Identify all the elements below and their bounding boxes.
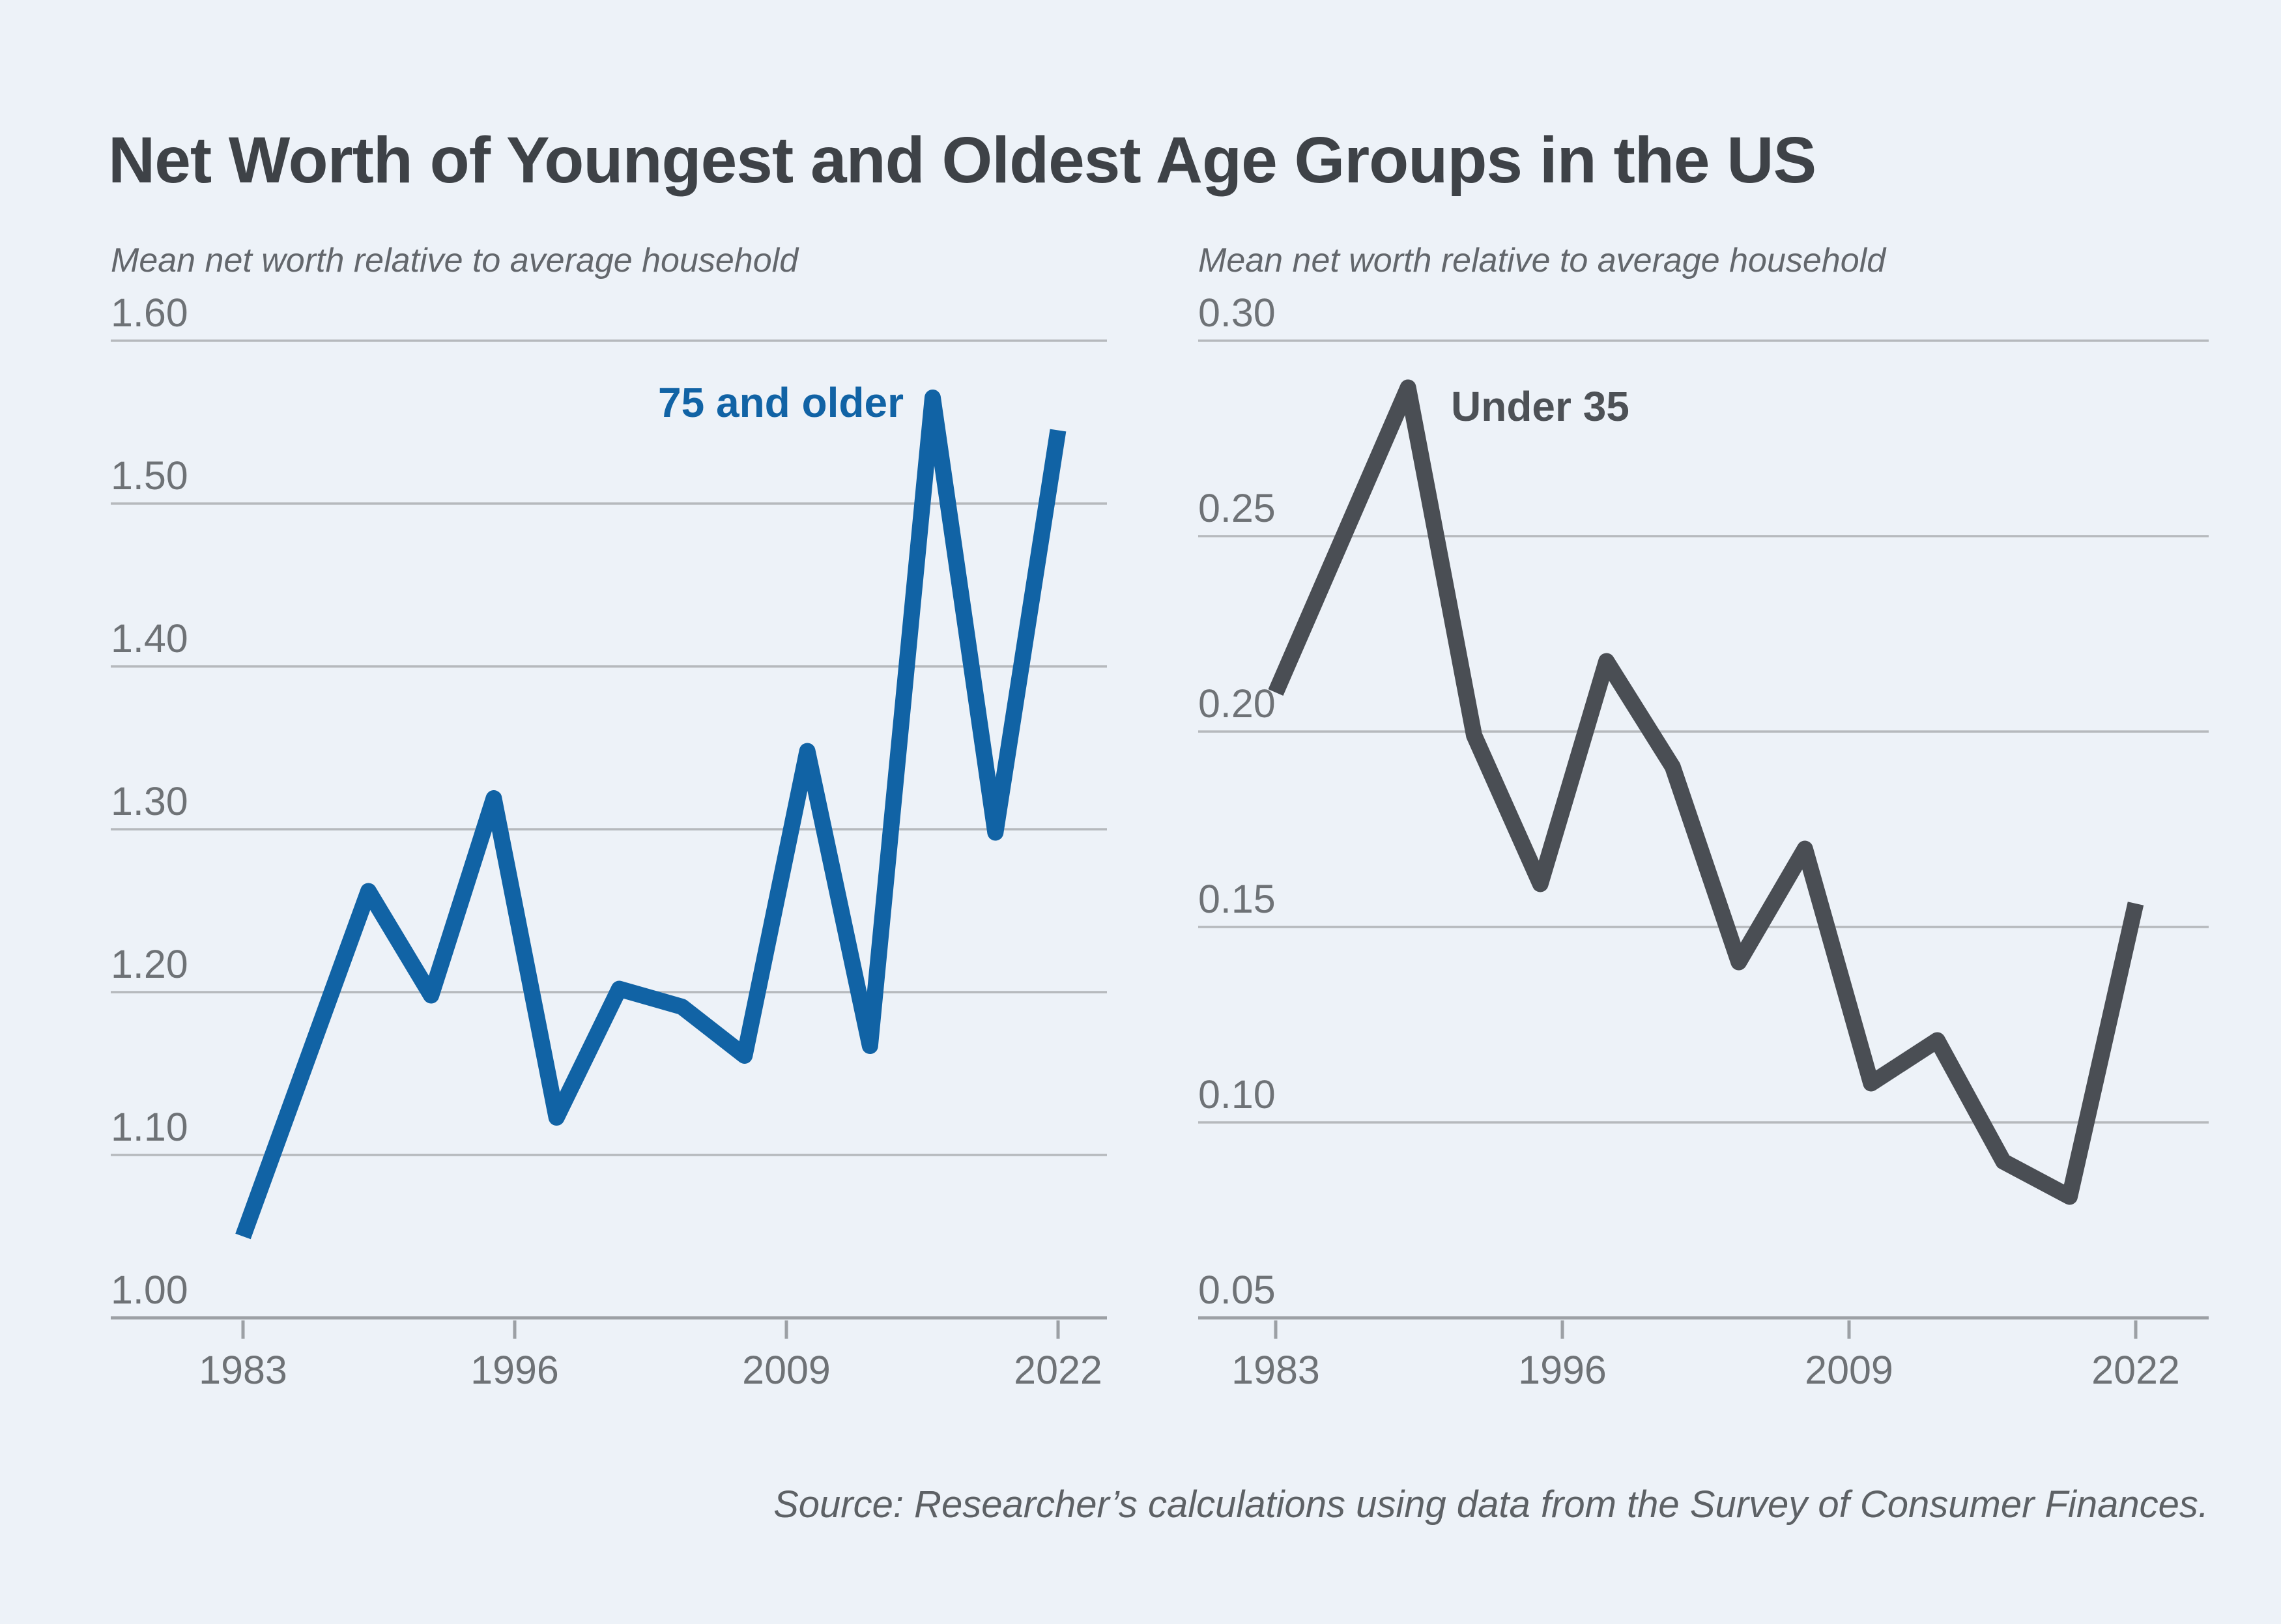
y-tick-label: 0.15 (1198, 877, 1276, 921)
x-tick-label: 2009 (1805, 1348, 1893, 1392)
x-tick-label: 2022 (2091, 1348, 2180, 1392)
series-line-under35 (1268, 379, 2144, 1205)
x-tick-label: 1983 (199, 1348, 287, 1392)
series-label-under35: Under 35 (1451, 383, 1629, 430)
y-tick-label: 0.30 (1198, 291, 1276, 335)
y-tick-label: 1.20 (111, 942, 188, 986)
x-tick-label: 1983 (1231, 1348, 1320, 1392)
y-tick-label: 0.10 (1198, 1072, 1276, 1117)
left-chart-subtitle: Mean net worth relative to average house… (111, 242, 799, 279)
x-tick-label: 1996 (1518, 1348, 1607, 1392)
series-label-75plus: 75 and older (658, 379, 904, 426)
chart-panel-under35: 0.30 0.25 0.20 0.15 0.10 0.05 1983 1996 2009 2022… (1198, 291, 2209, 1392)
y-tick-label: 0.25 (1198, 486, 1276, 530)
x-tick-label: 2022 (1014, 1348, 1102, 1392)
y-tick-label: 1.50 (111, 453, 188, 498)
series-line-75plus (235, 390, 1067, 1240)
y-tick-label: 1.30 (111, 779, 188, 823)
source-note: Source: Researcher’s calculations using … (773, 1483, 2209, 1526)
x-tick-label: 1996 (470, 1348, 559, 1392)
y-tick-label: 1.60 (111, 291, 188, 335)
page-title: Net Worth of Youngest and Oldest Age Gro… (108, 124, 1816, 197)
y-tick-label: 0.05 (1198, 1268, 1276, 1312)
y-tick-label: 1.40 (111, 616, 188, 661)
y-tick-label: 1.10 (111, 1105, 188, 1149)
y-tick-label: 0.20 (1198, 681, 1276, 726)
y-tick-label: 1.00 (111, 1268, 188, 1312)
x-tick-label: 2009 (742, 1348, 831, 1392)
right-chart-subtitle: Mean net worth relative to average house… (1198, 242, 1886, 279)
